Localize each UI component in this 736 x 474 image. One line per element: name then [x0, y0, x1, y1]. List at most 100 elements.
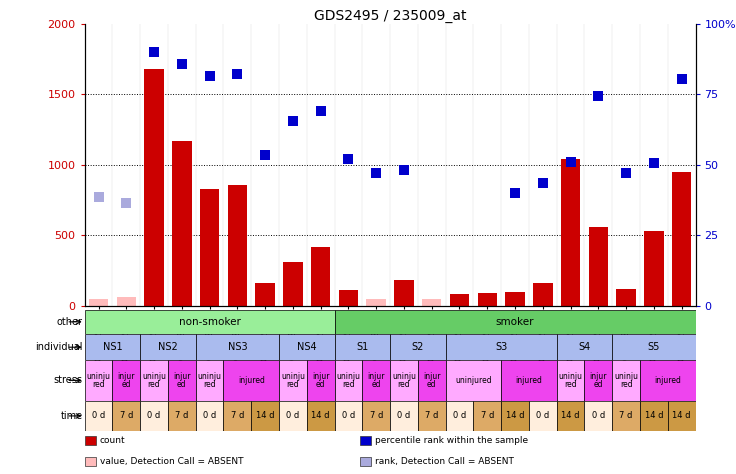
Bar — [390, 334, 445, 360]
Bar — [227, 185, 247, 306]
Bar — [116, 297, 136, 306]
Bar — [640, 360, 696, 401]
Bar — [556, 360, 584, 401]
Text: uninju
red: uninju red — [392, 372, 416, 389]
Bar — [501, 360, 556, 401]
Text: 0 d: 0 d — [92, 411, 105, 420]
Bar — [445, 401, 473, 431]
Text: injur
ed: injur ed — [367, 372, 385, 389]
Point — [342, 155, 354, 163]
Point — [592, 92, 604, 100]
Text: 7 d: 7 d — [481, 411, 494, 420]
Text: uninjured: uninjured — [455, 376, 492, 385]
Point — [509, 189, 521, 197]
Bar — [335, 310, 696, 334]
Bar — [644, 231, 664, 306]
Bar — [390, 401, 418, 431]
Bar — [255, 283, 275, 306]
Bar — [85, 401, 113, 431]
Bar — [113, 360, 140, 401]
Text: 7 d: 7 d — [175, 411, 188, 420]
Text: 14 d: 14 d — [506, 411, 524, 420]
Text: 7 d: 7 d — [369, 411, 383, 420]
Bar — [529, 401, 556, 431]
Bar — [478, 293, 497, 306]
Bar — [422, 299, 442, 306]
Point — [315, 107, 327, 115]
Bar — [279, 334, 335, 360]
Bar — [418, 401, 445, 431]
Text: 7 d: 7 d — [620, 411, 633, 420]
Text: time: time — [60, 411, 82, 421]
Point — [231, 71, 243, 78]
Point — [93, 193, 105, 201]
Bar — [359, 456, 370, 466]
Bar — [140, 334, 196, 360]
Bar — [144, 69, 164, 306]
Bar — [445, 360, 501, 401]
Point — [148, 48, 160, 56]
Bar — [473, 401, 501, 431]
Text: uninju
red: uninju red — [142, 372, 166, 389]
Text: uninju
red: uninju red — [614, 372, 638, 389]
Text: smoker: smoker — [496, 317, 534, 327]
Bar — [668, 401, 696, 431]
Text: injured: injured — [515, 376, 542, 385]
Text: S5: S5 — [648, 342, 660, 352]
Text: NS3: NS3 — [227, 342, 247, 352]
Text: S4: S4 — [578, 342, 590, 352]
Bar — [279, 401, 307, 431]
Bar — [85, 360, 113, 401]
Text: count: count — [100, 436, 126, 445]
Text: value, Detection Call = ABSENT: value, Detection Call = ABSENT — [100, 457, 244, 465]
Text: other: other — [57, 317, 82, 327]
Text: 7 d: 7 d — [120, 411, 133, 420]
Text: uninju
red: uninju red — [281, 372, 305, 389]
Point — [259, 151, 271, 159]
Bar — [196, 360, 224, 401]
Bar — [418, 360, 445, 401]
Bar — [85, 436, 96, 446]
Bar — [279, 360, 307, 401]
Text: 0 d: 0 d — [203, 411, 216, 420]
Bar — [89, 299, 108, 306]
Text: NS1: NS1 — [102, 342, 122, 352]
Text: S2: S2 — [411, 342, 424, 352]
Text: injured: injured — [238, 376, 265, 385]
Text: 7 d: 7 d — [425, 411, 439, 420]
Bar — [612, 360, 640, 401]
Point — [676, 75, 687, 82]
Bar — [307, 360, 335, 401]
Bar — [367, 299, 386, 306]
Bar — [200, 189, 219, 306]
Bar — [556, 334, 612, 360]
Text: non-smoker: non-smoker — [179, 317, 241, 327]
Bar — [224, 360, 279, 401]
Bar — [339, 290, 358, 306]
Bar — [362, 401, 390, 431]
Bar — [616, 289, 636, 306]
Bar — [640, 401, 668, 431]
Bar — [335, 360, 362, 401]
Text: 14 d: 14 d — [562, 411, 580, 420]
Text: 14 d: 14 d — [645, 411, 663, 420]
Bar — [556, 401, 584, 431]
Bar — [506, 292, 525, 306]
Bar — [335, 401, 362, 431]
Bar — [85, 334, 140, 360]
Text: injur
ed: injur ed — [118, 372, 135, 389]
Bar — [172, 141, 191, 306]
Text: individual: individual — [35, 342, 82, 352]
Bar — [168, 401, 196, 431]
Bar — [335, 334, 390, 360]
Bar — [251, 401, 279, 431]
Bar — [584, 401, 612, 431]
Bar — [450, 294, 470, 306]
Point — [648, 160, 659, 167]
Text: uninju
red: uninju red — [559, 372, 583, 389]
Bar — [584, 360, 612, 401]
Bar — [168, 360, 196, 401]
Text: 14 d: 14 d — [311, 411, 330, 420]
Text: stress: stress — [54, 375, 82, 385]
Bar — [113, 401, 140, 431]
